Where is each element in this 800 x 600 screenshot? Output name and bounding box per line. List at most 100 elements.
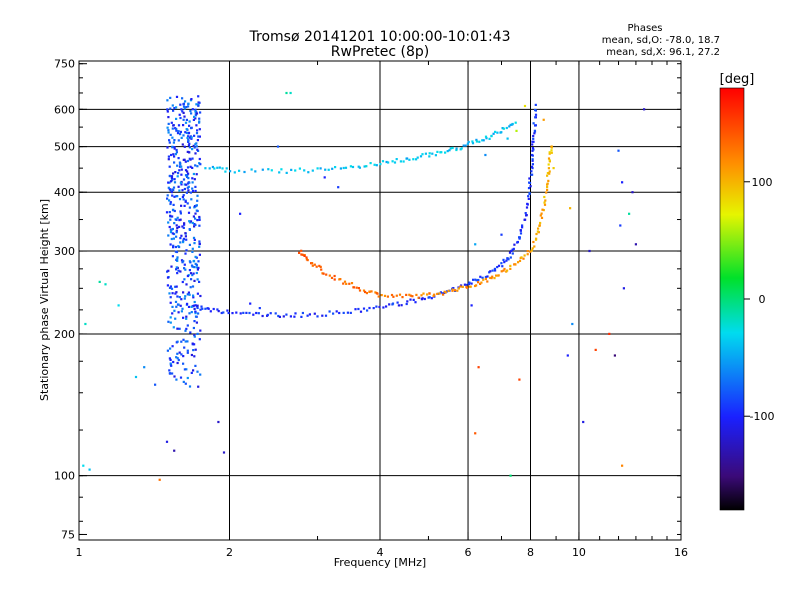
echo-point — [179, 241, 182, 244]
echo-point — [198, 117, 201, 120]
echo-point — [482, 139, 485, 142]
echo-point — [462, 144, 465, 147]
echo-point — [471, 142, 475, 145]
echo-point — [192, 272, 195, 275]
echo-point — [313, 263, 316, 266]
echo-point — [179, 130, 182, 133]
x-tick-label: 10 — [572, 546, 586, 559]
echo-point — [195, 124, 198, 127]
echo-point — [484, 275, 487, 279]
echo-point — [189, 272, 193, 275]
echo-point — [249, 302, 252, 305]
echo-point — [546, 174, 549, 177]
echo-point — [222, 451, 226, 454]
echo-point — [204, 307, 207, 310]
echo-point — [192, 236, 196, 239]
echo-point — [542, 209, 545, 212]
echo-point — [198, 280, 201, 283]
echo-point — [169, 96, 172, 99]
echo-point — [221, 167, 224, 170]
echo-point — [354, 308, 357, 311]
echo-point — [423, 297, 426, 301]
echo-point — [180, 298, 183, 301]
echo-point — [508, 251, 512, 254]
echo-point — [188, 385, 192, 388]
echo-point — [474, 278, 477, 281]
echo-point — [175, 231, 178, 234]
echo-point — [294, 169, 297, 172]
echo-point — [173, 181, 177, 184]
echo-point — [550, 145, 553, 148]
echo-point — [189, 165, 192, 168]
echo-point — [421, 153, 424, 156]
echo-point — [192, 369, 195, 372]
echo-point — [405, 293, 408, 296]
echo-point — [278, 315, 281, 318]
echo-point — [196, 304, 199, 307]
echo-point — [465, 286, 468, 289]
echo-point — [420, 294, 423, 297]
echo-point — [501, 127, 504, 130]
echo-point — [452, 287, 455, 290]
echo-point — [481, 276, 484, 279]
echo-point — [530, 153, 533, 157]
echo-point — [548, 152, 551, 155]
echo-point — [266, 313, 269, 316]
echo-point — [192, 215, 195, 218]
echo-point — [180, 259, 184, 262]
echo-point — [383, 294, 387, 297]
echo-point — [171, 227, 174, 231]
echo-point — [166, 110, 169, 113]
echo-point — [534, 108, 537, 112]
echo-point — [415, 293, 418, 296]
echo-point — [192, 296, 195, 299]
echo-point — [184, 340, 187, 343]
echo-point — [188, 260, 191, 263]
echo-point — [190, 371, 193, 374]
echo-point — [547, 163, 550, 166]
echo-point — [193, 320, 196, 323]
echo-point — [621, 464, 624, 467]
echo-point — [470, 304, 473, 307]
echo-point — [196, 199, 199, 202]
echo-point — [386, 295, 389, 298]
echo-point — [530, 249, 533, 252]
echo-point — [368, 290, 371, 293]
echo-point — [195, 321, 198, 324]
echo-point — [191, 247, 194, 250]
echo-point — [172, 237, 175, 240]
echo-point — [531, 163, 534, 166]
colorbar-tick-label: 0 — [759, 293, 766, 306]
echo-point — [539, 221, 542, 225]
echo-point — [207, 307, 210, 310]
echo-point — [335, 310, 338, 313]
echo-point — [174, 153, 177, 156]
echo-point — [178, 219, 181, 222]
echo-point — [168, 139, 171, 142]
echo-point — [455, 147, 458, 150]
echo-point — [533, 129, 536, 132]
echo-point — [375, 164, 378, 167]
echo-point — [182, 355, 185, 358]
echo-point — [475, 279, 478, 282]
echo-point — [395, 158, 398, 161]
echo-point — [352, 286, 356, 289]
echo-point — [166, 276, 170, 279]
echo-point — [188, 269, 191, 272]
echo-point — [493, 267, 496, 270]
echo-point — [197, 149, 200, 152]
echo-point — [370, 290, 373, 293]
echo-point — [88, 468, 91, 471]
echo-point — [489, 270, 492, 273]
echo-point — [166, 349, 169, 352]
echo-point — [199, 163, 202, 166]
echo-point — [331, 167, 334, 170]
echo-point — [376, 292, 379, 295]
echo-point — [416, 156, 419, 159]
echo-point — [285, 91, 288, 95]
echo-point — [488, 137, 491, 140]
echo-point — [546, 188, 549, 191]
echo-point — [521, 226, 524, 229]
echo-point — [201, 307, 204, 310]
echo-point — [198, 157, 201, 161]
